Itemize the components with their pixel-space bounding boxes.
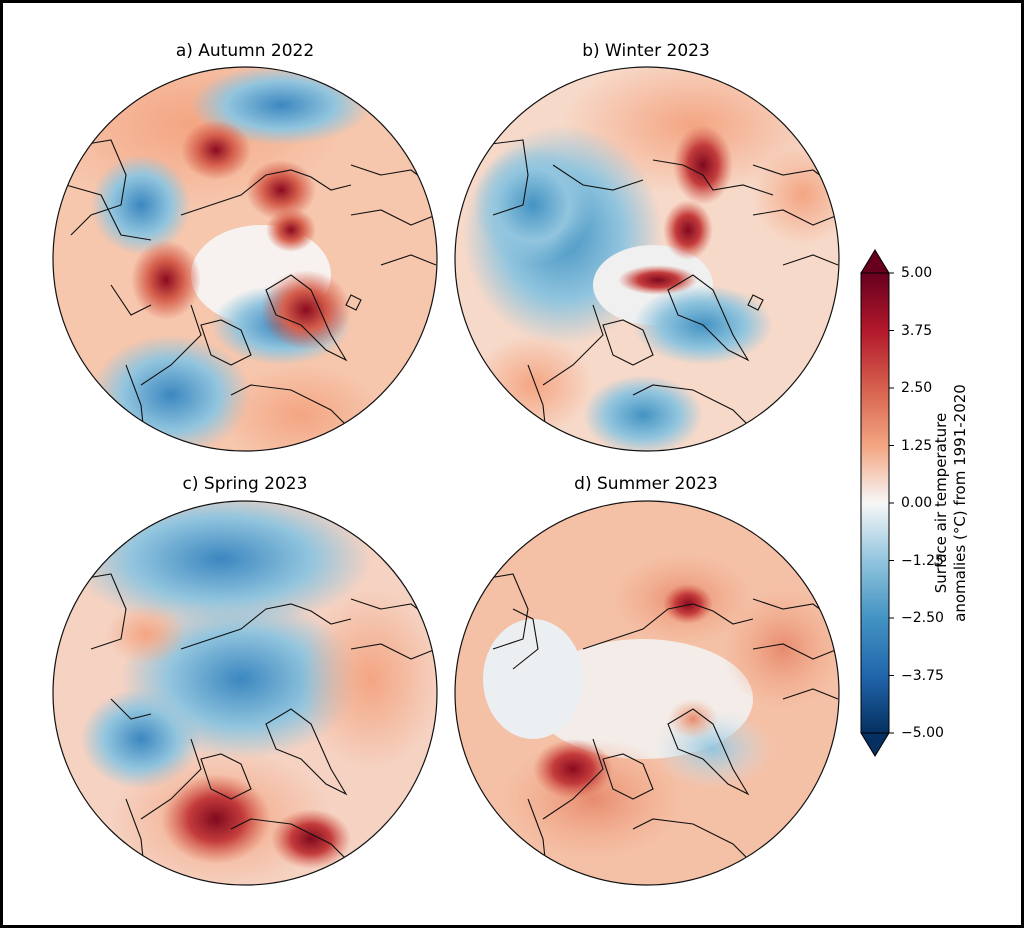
colorbar-scale <box>860 249 894 757</box>
colorbar-tick-label: 5.00 <box>901 265 933 281</box>
colorbar-tick-label: −1.25 <box>901 552 944 569</box>
colorbar-tick-label: 3.75 <box>901 322 933 339</box>
colorbar-tick-label: −5.00 <box>901 725 944 741</box>
map-autumn-2022 <box>52 66 438 452</box>
colorbar-tick-label: 0.00 <box>901 495 933 511</box>
panel-title-summer: d) Summer 2023 <box>574 474 718 494</box>
colorbar-min-extend <box>860 732 890 757</box>
colorbar-gradient <box>860 272 890 734</box>
colorbar: 5.00 3.75 2.50 1.25 0.00 −1.25 −2.50 −3.… <box>853 243 1023 763</box>
colorbar-tick-label: −3.75 <box>901 667 944 684</box>
colorbar-max-extend <box>860 249 890 274</box>
panel-title-winter: b) Winter 2023 <box>582 41 710 61</box>
colorbar-label-line1: Surface air temperature <box>932 412 950 594</box>
map-winter-2023 <box>454 66 840 452</box>
colorbar-tick-label: 2.50 <box>901 380 933 396</box>
panel-title-autumn: a) Autumn 2022 <box>175 41 315 61</box>
colorbar-label-line2: anomalies (°C) from 1991-2020 <box>951 384 969 622</box>
colorbar-tick-label: 1.25 <box>901 437 933 454</box>
map-summer-2023 <box>454 500 840 886</box>
panel-title-spring: c) Spring 2023 <box>182 474 308 494</box>
colorbar-tick-label: −2.50 <box>901 610 944 626</box>
map-spring-2023 <box>52 500 438 886</box>
